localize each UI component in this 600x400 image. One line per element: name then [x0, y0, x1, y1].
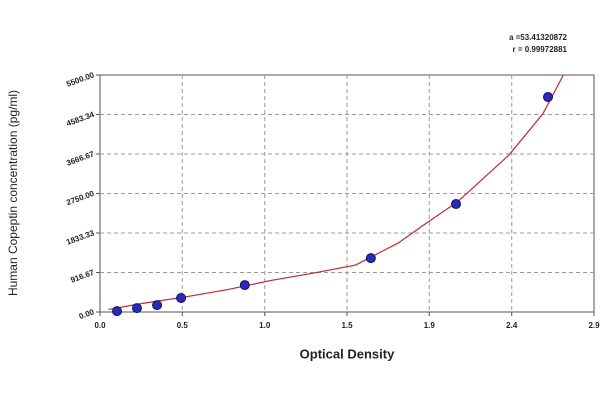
- data-point: [152, 300, 163, 311]
- data-point: [112, 306, 123, 317]
- y-tick-label: 1833.33: [65, 228, 96, 247]
- x-tick-label: 1.5: [341, 321, 353, 330]
- data-point: [239, 280, 250, 291]
- x-axis-label: Optical Density: [300, 346, 395, 361]
- annotation: r = 0.99972881: [513, 45, 568, 54]
- annotation: a =53.41320872: [509, 33, 568, 42]
- x-tick-label: 1.9: [424, 321, 436, 330]
- x-tick-label: 2.4: [506, 321, 518, 330]
- y-tick-label: 2750.00: [65, 189, 96, 208]
- y-tick-label: 5500.00: [65, 70, 96, 89]
- data-point: [543, 91, 554, 102]
- grid: [100, 75, 594, 312]
- data-point: [131, 303, 142, 314]
- x-tick-label: 2.9: [588, 321, 600, 330]
- data-point: [365, 253, 376, 264]
- x-tick-label: 1.0: [259, 321, 271, 330]
- x-tick-label: 0.0: [94, 321, 106, 330]
- data-point: [176, 292, 187, 303]
- x-tick-label: 0.5: [177, 321, 189, 330]
- y-axis-label: Human Copeptin concentration (pg/ml): [6, 90, 20, 296]
- y-tick-label: 4583.34: [65, 110, 96, 129]
- y-tick-label: 0.00: [78, 307, 96, 321]
- data-point: [451, 199, 462, 210]
- y-tick-label: 3666.67: [65, 149, 96, 168]
- y-tick-label: 916.67: [69, 268, 96, 285]
